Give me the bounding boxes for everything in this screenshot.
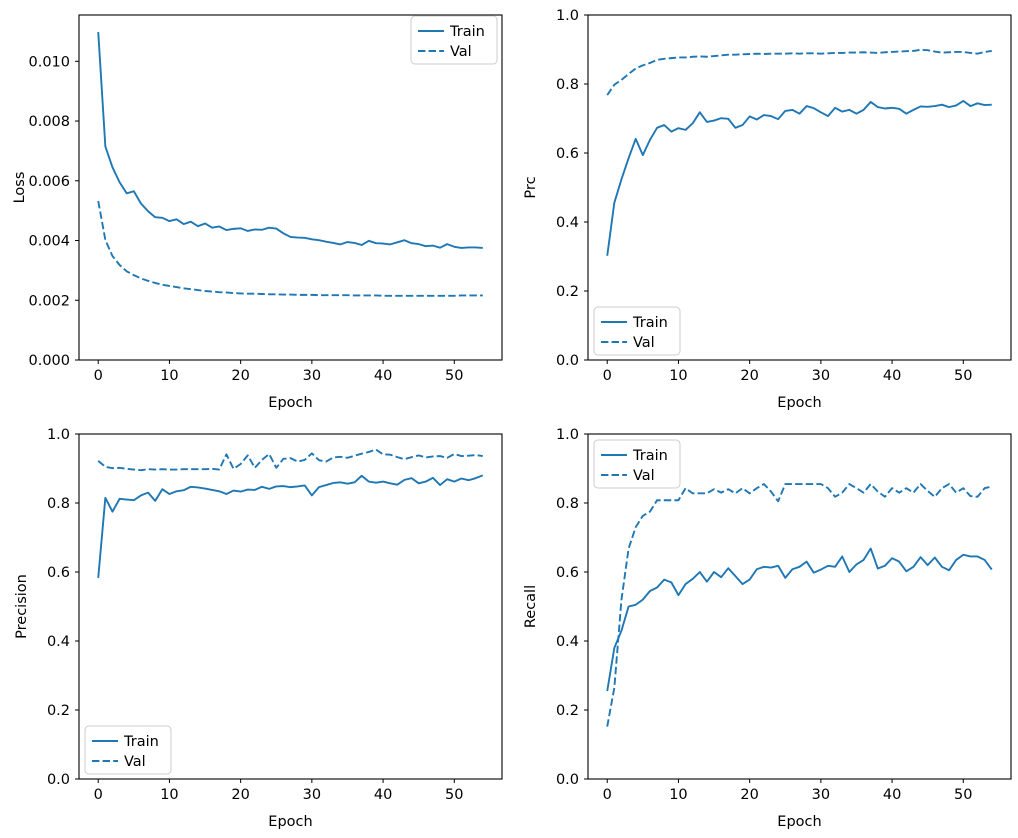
y-tick-label: 0.2 [47,703,70,719]
axes-frame [78,433,503,780]
series-line-train [97,474,484,578]
y-tick-label: 0.8 [556,77,579,93]
y-tick-label: 0.2 [556,284,579,300]
chart-svg-prc: 0 10 20 30 40 50 0.0 0.2 0.4 0.6 0.8 1.0 Epoch Prc Tra… [523,8,1012,411]
x-tick-label: 30 [303,368,321,384]
series-line-val [606,48,992,96]
y-axis-label: Loss [12,172,28,204]
y-axis-label: Precision [14,574,30,639]
series-line-val [606,483,992,727]
y-axis-label: Recall [523,585,539,628]
axes-frame [78,14,503,361]
legend-precision[interactable]: Train Val [84,725,172,775]
x-tick-label: 20 [231,787,249,803]
x-tick-label: 30 [812,368,830,384]
series-line-train [606,99,992,256]
chart-panel-loss: 0 10 20 30 40 50 0.000 0.002 0.004 0.006 0.008 0.01… [0,0,509,419]
legend-box [84,725,172,775]
x-tick-label: 30 [303,787,321,803]
series-line-train [606,547,993,692]
x-axis-label: Epoch [777,395,821,411]
chart-svg-loss: 0 10 20 30 40 50 0.000 0.002 0.004 0.006 0.008 0.01… [12,14,503,411]
x-tick-label: 10 [160,787,178,803]
chart-panel-prc: 0 10 20 30 40 50 0.0 0.2 0.4 0.6 0.8 1.0 Epoch Prc Tra… [509,0,1018,419]
y-tick-label: 0.0 [556,772,579,788]
x-tick-label: 20 [231,368,249,384]
x-tick-label: 20 [740,368,758,384]
y-tick-label: 0.4 [556,634,579,650]
x-tick-label: 10 [160,368,178,384]
y-tick-label: 1.0 [556,427,579,443]
legend-box [593,439,681,489]
legend-box [593,306,681,356]
x-tick-label: 40 [374,787,392,803]
legend-prc[interactable]: Train Val [593,306,681,356]
legend-label-val: Val [124,754,146,770]
x-tick-label: 50 [445,368,463,384]
y-tick-label: 0.6 [556,565,579,581]
x-tick-label: 40 [883,368,901,384]
y-tick-label: 0.4 [556,215,579,231]
legend-box [410,15,498,65]
x-tick-label: 40 [883,787,901,803]
x-tick-label: 0 [94,787,103,803]
x-axis-label: Epoch [268,814,312,830]
x-tick-label: 30 [812,787,830,803]
axes-frame [587,433,1012,780]
x-axis-label: Epoch [268,395,312,411]
series-line-val [97,200,483,297]
legend-recall[interactable]: Train Val [593,439,681,489]
y-tick-label: 0.8 [556,496,579,512]
legend-label-train: Train [123,734,159,750]
x-tick-label: 0 [603,368,612,384]
y-tick-label: 0.006 [28,174,70,190]
legend-label-val: Val [633,335,655,351]
x-tick-label: 10 [669,368,687,384]
y-tick-label: 0.6 [556,146,579,162]
series-line-train [97,31,483,249]
y-axis-label: Prc [523,176,539,198]
y-tick-label: 0.0 [47,772,70,788]
chart-panel-recall: 0 10 20 30 40 50 0.0 0.2 0.4 0.6 0.8 1.0 Epoch Recall… [509,419,1018,838]
chart-panel-precision: 0 10 20 30 40 50 0.0 0.2 0.4 0.6 0.8 1.0 Epoch Precis… [0,419,509,838]
y-tick-label: 0.008 [28,114,70,130]
y-tick-label: 0.6 [47,565,70,581]
chart-svg-precision: 0 10 20 30 40 50 0.0 0.2 0.4 0.6 0.8 1.0 Epoch Precis… [14,427,503,830]
legend-loss[interactable]: Train Val [410,15,498,65]
x-tick-label: 50 [445,787,463,803]
y-tick-label: 1.0 [556,8,579,24]
axes-frame [587,14,1012,361]
x-tick-label: 20 [740,787,758,803]
y-tick-label: 0.000 [28,353,70,369]
y-tick-label: 0.010 [28,54,70,70]
x-tick-label: 40 [374,368,392,384]
legend-label-train: Train [632,448,668,464]
x-tick-label: 50 [954,787,972,803]
x-tick-label: 0 [603,787,612,803]
y-tick-label: 0.002 [28,293,70,309]
x-tick-label: 10 [669,787,687,803]
y-tick-label: 0.2 [556,703,579,719]
x-tick-label: 50 [954,368,972,384]
y-tick-label: 1.0 [47,427,70,443]
legend-label-train: Train [632,315,668,331]
legend-label-train: Train [449,24,485,40]
y-tick-label: 0.4 [47,634,70,650]
x-axis-label: Epoch [777,814,821,830]
legend-label-val: Val [633,468,655,484]
y-tick-label: 0.8 [47,496,70,512]
y-tick-label: 0.004 [28,234,70,250]
legend-label-val: Val [450,44,472,60]
series-line-val [97,448,483,472]
x-tick-label: 0 [94,368,103,384]
y-tick-label: 0.0 [556,353,579,369]
chart-svg-recall: 0 10 20 30 40 50 0.0 0.2 0.4 0.6 0.8 1.0 Epoch Recall… [523,427,1012,830]
